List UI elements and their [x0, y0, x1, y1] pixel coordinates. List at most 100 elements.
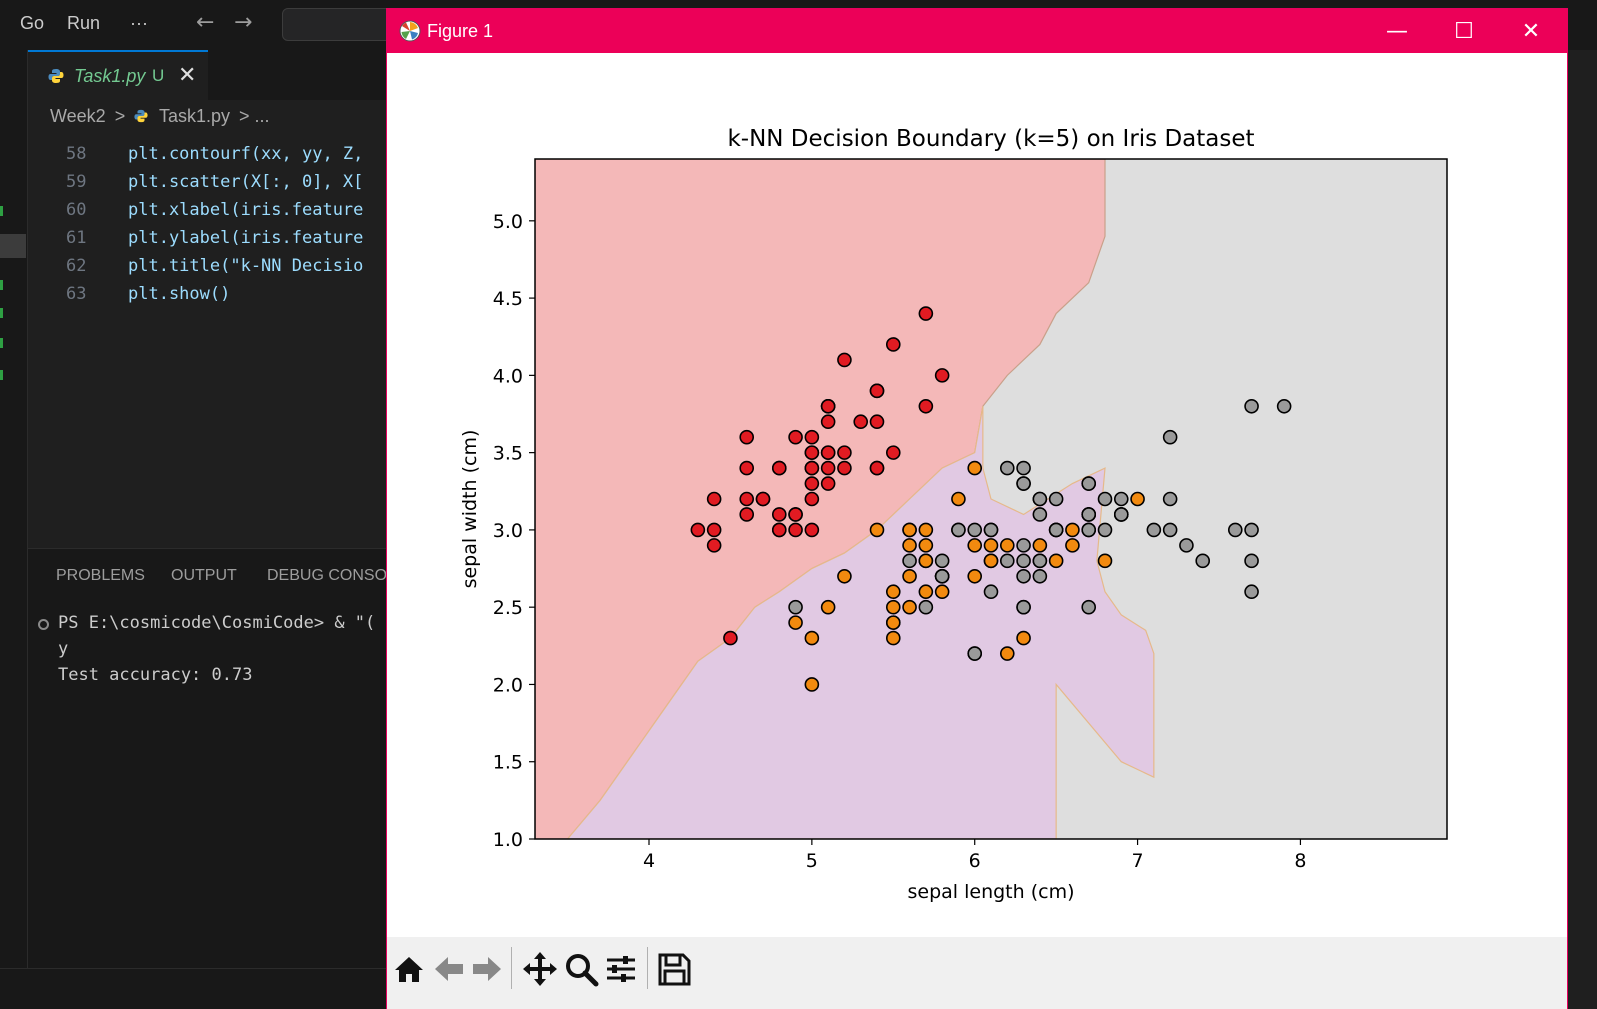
data-point-class-0	[869, 414, 885, 430]
terminal-status-icon	[38, 619, 49, 630]
tab-debug-console[interactable]: DEBUG CONSOL	[267, 567, 396, 584]
data-point-class-2	[983, 522, 999, 538]
terminal-line: y	[58, 639, 69, 659]
data-point-class-0	[837, 460, 852, 476]
data-point-class-1	[918, 522, 934, 538]
data-point-class-0	[804, 460, 820, 476]
home-icon[interactable]	[389, 949, 429, 989]
code-text: plt.xlabel(iris.feature	[128, 200, 364, 220]
y-tick-label: 3.0	[493, 520, 523, 542]
data-point-class-0	[690, 522, 706, 538]
data-point-class-0	[706, 522, 722, 538]
chart-title: k-NN Decision Boundary (k=5) on Iris Dat…	[727, 126, 1254, 152]
data-point-class-0	[788, 507, 803, 522]
breadcrumb-symbol[interactable]: > ...	[239, 106, 270, 126]
forward-arrow-icon[interactable]	[467, 949, 507, 989]
data-point-class-2	[1081, 476, 1097, 491]
terminal-line: PS E:\cosmicode\CosmiCode> & "(	[58, 613, 376, 633]
data-point-class-1	[837, 568, 852, 584]
data-point-class-1	[967, 538, 983, 553]
y-tick-label: 2.5	[493, 597, 523, 619]
data-point-class-2	[1016, 538, 1031, 553]
x-axis-label: sepal length (cm)	[908, 881, 1075, 903]
data-point-class-0	[820, 460, 836, 476]
data-point-class-0	[837, 352, 852, 368]
tab-task1-py[interactable]: Task1.py U ✕	[28, 50, 208, 100]
menu-run[interactable]: Run	[67, 13, 101, 33]
y-tick-label: 2.0	[493, 674, 523, 696]
data-point-class-1	[902, 568, 917, 584]
breadcrumb-separator: >	[114, 106, 126, 126]
data-point-class-0	[837, 445, 852, 460]
data-point-class-2	[1016, 460, 1031, 476]
back-arrow-icon[interactable]	[429, 949, 469, 989]
selected-line-indicator	[0, 234, 26, 258]
toolbar-separator	[511, 947, 512, 989]
figure-title-bar[interactable]: Figure 1 — ☐ ✕	[387, 9, 1567, 53]
data-point-class-0	[934, 368, 950, 383]
data-point-class-0	[869, 460, 885, 476]
data-point-class-0	[723, 630, 738, 646]
forward-arrow-icon[interactable]: →	[234, 10, 253, 35]
menu-go[interactable]: Go	[20, 13, 45, 33]
data-point-class-0	[804, 491, 820, 507]
data-point-class-2	[1113, 507, 1129, 522]
breadcrumb-folder[interactable]: Week2	[50, 106, 106, 126]
python-file-icon	[134, 109, 148, 123]
data-point-class-2	[1016, 599, 1031, 615]
data-point-class-1	[918, 584, 934, 600]
data-point-class-1	[902, 538, 917, 553]
breadcrumb-file[interactable]: Task1.py	[158, 106, 230, 126]
data-point-class-1	[820, 599, 836, 615]
data-point-class-1	[934, 584, 950, 600]
menu-more[interactable]: ···	[130, 13, 148, 33]
data-point-class-0	[771, 507, 787, 522]
data-point-class-1	[885, 599, 901, 615]
line-number: 60	[66, 200, 87, 220]
y-tick-label: 5.0	[493, 211, 523, 233]
x-tick-label: 5	[806, 850, 818, 872]
y-tick-label: 3.5	[493, 443, 523, 465]
zoom-icon[interactable]	[561, 949, 601, 989]
tab-label: Task1.py	[74, 66, 146, 86]
data-point-class-2	[1162, 522, 1178, 538]
data-point-class-1	[1065, 522, 1080, 538]
data-point-class-0	[788, 522, 803, 538]
data-point-class-2	[934, 553, 950, 569]
data-point-class-2	[1048, 522, 1064, 538]
data-point-class-1	[951, 491, 966, 507]
maximize-icon[interactable]: ☐	[1454, 18, 1474, 44]
close-icon[interactable]: ✕	[178, 63, 197, 88]
gutter-marker	[0, 370, 3, 380]
activity-bar	[0, 50, 28, 1009]
data-point-class-2	[1162, 491, 1178, 507]
data-point-class-0	[820, 445, 836, 460]
data-point-class-1	[885, 615, 901, 630]
plot-canvas[interactable]: 4 5 6 7 8 1.0 1.5 2.0 2.5 3.0 3.5 4.0 4.5 5.0 k-NN De…	[387, 53, 1567, 937]
code-editor[interactable]: 58 plt.contourf(xx, yy, Z, 59 plt.scatte…	[28, 140, 398, 540]
data-point-class-2	[1032, 553, 1048, 569]
data-point-class-1	[967, 460, 983, 476]
x-tick-label: 7	[1132, 850, 1144, 872]
close-icon[interactable]: ✕	[1521, 18, 1541, 44]
y-tick-label: 1.0	[493, 829, 523, 851]
tab-problems[interactable]: PROBLEMS	[56, 567, 145, 584]
y-tick-label: 4.0	[493, 365, 523, 387]
minimize-icon[interactable]: —	[1386, 18, 1408, 44]
gutter-marker	[0, 280, 3, 290]
data-point-class-1	[869, 522, 885, 538]
code-text: plt.ylabel(iris.feature	[128, 228, 364, 248]
data-point-class-2	[1276, 398, 1292, 414]
code-text: plt.show()	[128, 284, 231, 304]
pan-icon[interactable]	[520, 949, 560, 989]
data-point-class-2	[967, 646, 983, 661]
back-arrow-icon[interactable]: ←	[196, 10, 215, 35]
data-point-class-0	[739, 460, 755, 476]
bottom-panel: PROBLEMS OUTPUT DEBUG CONSOL PS E:\cosmi…	[28, 548, 398, 968]
data-point-class-1	[885, 584, 901, 600]
data-point-class-1	[902, 522, 917, 538]
data-point-class-0	[869, 383, 885, 399]
tab-output[interactable]: OUTPUT	[171, 567, 237, 584]
configure-subplots-icon[interactable]	[601, 949, 641, 989]
save-icon[interactable]	[654, 949, 694, 989]
